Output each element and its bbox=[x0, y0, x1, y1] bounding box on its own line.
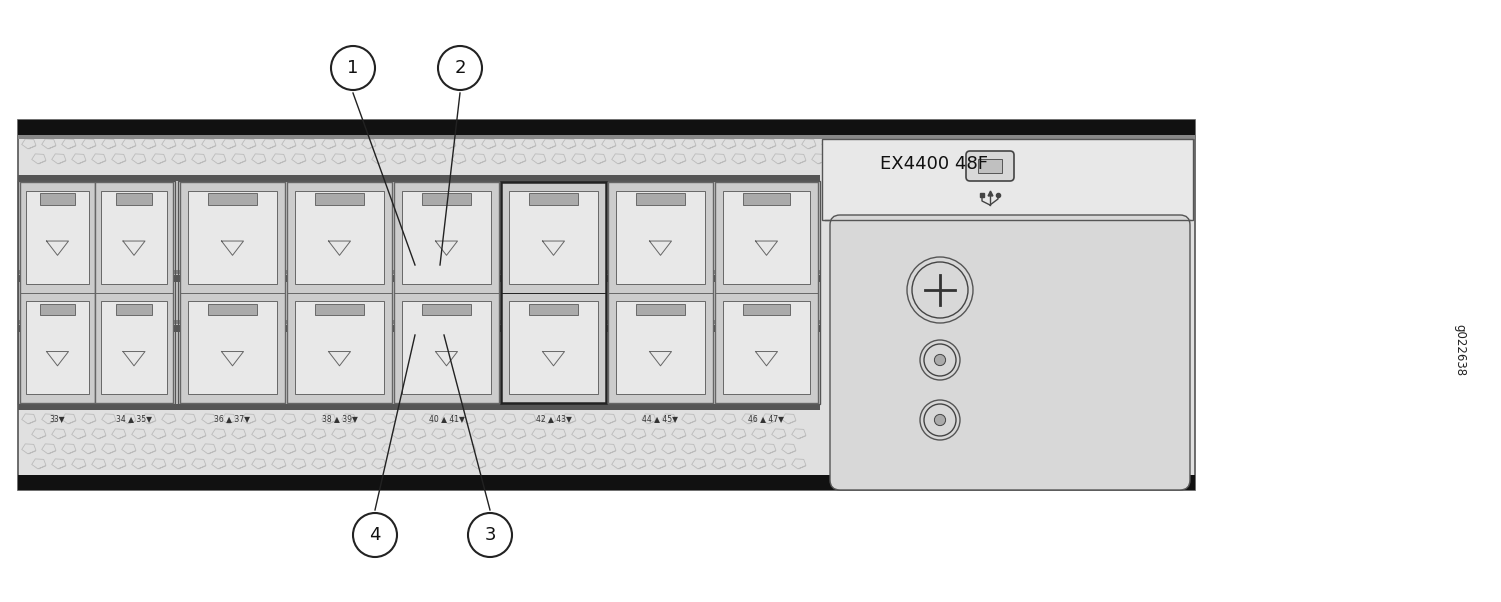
Circle shape bbox=[935, 355, 946, 365]
Bar bbox=[18, 120, 1195, 490]
Bar bbox=[287, 182, 392, 403]
Bar bbox=[26, 302, 89, 394]
Text: g022638: g022638 bbox=[1453, 324, 1466, 376]
Bar bbox=[315, 304, 363, 315]
Bar bbox=[18, 404, 820, 410]
Bar bbox=[209, 193, 257, 205]
Bar bbox=[636, 193, 684, 205]
Bar bbox=[509, 302, 597, 394]
Bar bbox=[179, 181, 820, 404]
Bar bbox=[608, 182, 713, 403]
Bar bbox=[18, 275, 820, 282]
Bar bbox=[402, 191, 491, 284]
Bar bbox=[509, 191, 597, 284]
Bar bbox=[18, 270, 820, 274]
Bar bbox=[18, 475, 1195, 490]
Bar bbox=[402, 302, 491, 394]
Circle shape bbox=[935, 414, 946, 426]
Bar bbox=[18, 320, 820, 324]
Bar bbox=[979, 159, 1003, 173]
Text: EX4400 48F: EX4400 48F bbox=[880, 155, 988, 173]
Bar bbox=[101, 302, 167, 394]
Bar bbox=[636, 304, 684, 315]
FancyBboxPatch shape bbox=[967, 151, 1015, 181]
Bar bbox=[743, 193, 791, 205]
Bar bbox=[189, 191, 276, 284]
Bar bbox=[95, 182, 173, 403]
Bar bbox=[18, 175, 820, 181]
Bar bbox=[723, 302, 809, 394]
Text: 46 ▲ 47▼: 46 ▲ 47▼ bbox=[749, 414, 785, 423]
Circle shape bbox=[438, 46, 482, 90]
Circle shape bbox=[913, 262, 968, 318]
Bar bbox=[501, 182, 606, 403]
Bar bbox=[530, 304, 578, 315]
Bar bbox=[101, 191, 167, 284]
Bar bbox=[743, 304, 791, 315]
Bar bbox=[422, 304, 471, 315]
Circle shape bbox=[353, 513, 396, 557]
Text: 38 ▲ 39▼: 38 ▲ 39▼ bbox=[321, 414, 357, 423]
Bar bbox=[18, 325, 820, 332]
Bar bbox=[18, 175, 820, 410]
Bar bbox=[530, 193, 578, 205]
Bar bbox=[18, 181, 176, 404]
Circle shape bbox=[925, 404, 956, 436]
Bar bbox=[116, 304, 152, 315]
Circle shape bbox=[925, 344, 956, 376]
Bar bbox=[315, 193, 363, 205]
Text: 44 ▲ 45▼: 44 ▲ 45▼ bbox=[642, 414, 678, 423]
Bar bbox=[180, 182, 285, 403]
Bar bbox=[209, 304, 257, 315]
Bar bbox=[393, 182, 498, 403]
Text: 2: 2 bbox=[455, 59, 465, 77]
Text: 42 ▲ 43▼: 42 ▲ 43▼ bbox=[536, 414, 572, 423]
Circle shape bbox=[332, 46, 375, 90]
Bar bbox=[18, 120, 1195, 135]
Bar bbox=[116, 193, 152, 205]
Bar bbox=[422, 193, 471, 205]
FancyBboxPatch shape bbox=[830, 215, 1190, 490]
Bar bbox=[18, 135, 1195, 139]
Bar bbox=[41, 304, 75, 315]
Text: 3: 3 bbox=[485, 526, 495, 544]
Bar bbox=[26, 191, 89, 284]
Text: 40 ▲ 41▼: 40 ▲ 41▼ bbox=[429, 414, 464, 423]
Circle shape bbox=[468, 513, 512, 557]
Text: 33▼: 33▼ bbox=[50, 414, 66, 423]
Bar bbox=[189, 302, 276, 394]
Bar bbox=[617, 302, 704, 394]
Text: 36 ▲ 37▼: 36 ▲ 37▼ bbox=[215, 414, 251, 423]
Bar bbox=[823, 139, 1193, 220]
Bar bbox=[20, 182, 95, 403]
Text: 34 ▲ 35▼: 34 ▲ 35▼ bbox=[116, 414, 152, 423]
Bar bbox=[296, 191, 384, 284]
Bar bbox=[714, 182, 818, 403]
Bar bbox=[41, 193, 75, 205]
Text: 1: 1 bbox=[347, 59, 359, 77]
Bar bbox=[617, 191, 704, 284]
Text: 4: 4 bbox=[369, 526, 381, 544]
Bar bbox=[296, 302, 384, 394]
Bar bbox=[723, 191, 809, 284]
